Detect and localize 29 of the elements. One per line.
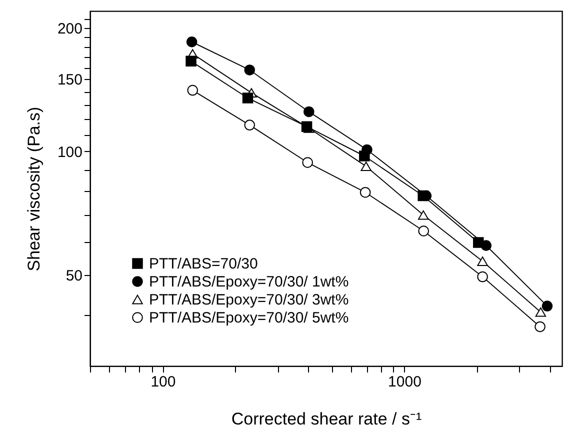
point bbox=[244, 120, 255, 130]
legend-label: PTT/ABS=70/30 bbox=[149, 256, 258, 272]
point bbox=[360, 162, 372, 172]
point bbox=[477, 256, 488, 266]
y-axis-title: Shear viscosity (Pa.s) bbox=[24, 106, 44, 272]
point bbox=[187, 84, 198, 96]
point bbox=[418, 226, 429, 236]
point bbox=[477, 271, 488, 282]
point bbox=[304, 106, 314, 118]
legend-label: PTT/ABS/Epoxy=70/30/ 5wt% bbox=[149, 310, 349, 326]
point bbox=[535, 307, 546, 317]
x-tick-label: 1000 bbox=[388, 374, 422, 390]
point bbox=[301, 121, 312, 132]
y-tick-label: 50 bbox=[66, 267, 82, 284]
point bbox=[302, 157, 313, 168]
point bbox=[186, 56, 196, 67]
y-tick-label: 150 bbox=[57, 72, 82, 89]
point bbox=[418, 210, 429, 220]
point bbox=[186, 36, 198, 48]
point bbox=[418, 190, 428, 202]
x-axis-title: Corrected shear rate / s⁻¹ bbox=[231, 410, 422, 428]
legend-label: PTT/ABS/Epoxy=70/30/ 3wt% bbox=[149, 292, 349, 308]
point bbox=[360, 186, 371, 198]
y-tick-label: 100 bbox=[57, 144, 82, 161]
y-tick-label: 200 bbox=[57, 20, 82, 38]
point bbox=[534, 321, 546, 332]
point bbox=[244, 64, 255, 76]
legend-label: PTT/ABS/Epoxy=70/30/ 1wt% bbox=[149, 274, 349, 290]
point bbox=[359, 150, 370, 162]
